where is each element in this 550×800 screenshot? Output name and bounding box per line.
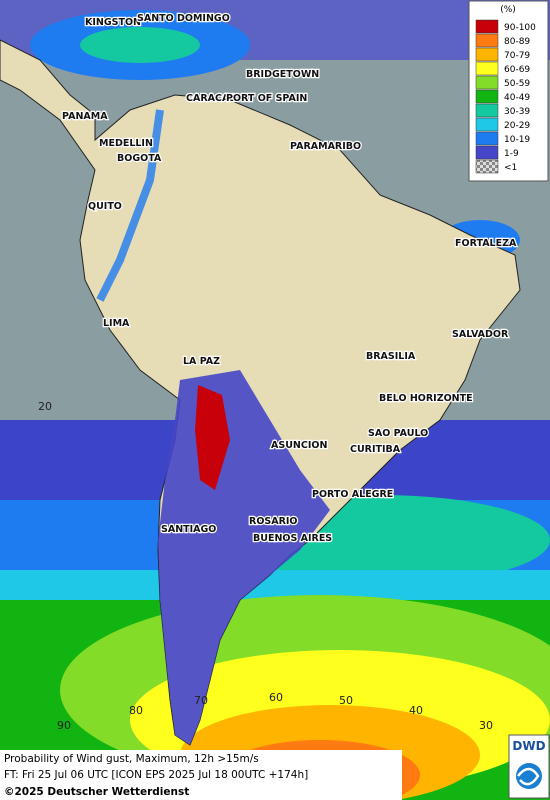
- legend: (%) 90-100 80-89 70-79 60-69 50-59 40-49 30-39…: [468, 0, 549, 182]
- logo: DWD: [508, 734, 550, 799]
- lon-label: 70: [194, 694, 208, 707]
- city-label: ROSARIO: [249, 516, 298, 527]
- legend-title: (%): [500, 5, 516, 15]
- legend-label: 90-100: [504, 23, 536, 33]
- city-label: QUITO: [88, 201, 122, 212]
- footer-box: [0, 750, 402, 800]
- lon-label: 40: [409, 704, 423, 717]
- city-label: SALVADOR: [452, 329, 509, 340]
- lon-label: 30: [479, 719, 493, 732]
- legend-label: <1: [504, 163, 517, 173]
- legend-swatch: [475, 145, 499, 160]
- lon-label: 50: [339, 694, 353, 707]
- legend-swatch: [475, 75, 499, 90]
- legend-swatch: [475, 89, 499, 104]
- legend-swatch: [475, 131, 499, 146]
- andes-field: [195, 385, 230, 490]
- legend-label: 60-69: [504, 65, 530, 75]
- legend-label: 40-49: [504, 93, 530, 103]
- legend-label: 50-59: [504, 79, 530, 89]
- city-label: CURITIBA: [350, 444, 401, 455]
- lon-label: 90: [57, 719, 71, 732]
- copyright: ©2025 Deutscher Wetterdienst: [4, 786, 189, 798]
- city-label: PORT OF SPAIN: [226, 93, 307, 104]
- legend-swatch: [475, 117, 499, 132]
- city-label: BUENOS AIRES: [253, 533, 332, 544]
- legend-swatch: [475, 103, 499, 118]
- city-label: SANTO DOMINGO: [137, 13, 230, 24]
- lat-label: 20: [38, 400, 52, 413]
- legend-swatch: [475, 19, 499, 34]
- city-label: CARACAS: [186, 93, 236, 104]
- legend-label: 20-29: [504, 121, 530, 131]
- city-label: SANTIAGO: [161, 524, 216, 535]
- legend-swatch: [475, 47, 499, 62]
- logo-swirl: [517, 767, 540, 786]
- city-label: BELO HORIZONTE: [379, 393, 473, 404]
- city-label: LIMA: [103, 318, 130, 329]
- logo-text: DWD: [512, 739, 545, 753]
- city-label: LA PAZ: [183, 356, 220, 367]
- legend-label: 1-9: [504, 149, 519, 159]
- footer: Probability of Wind gust, Maximum, 12h >…: [0, 750, 402, 800]
- graticule-labels: 20 90 80 70 60 50 40 30: [38, 400, 493, 732]
- lon-label: 60: [269, 691, 283, 704]
- city-label: BRASILIA: [366, 351, 416, 362]
- city-label: BRIDGETOWN: [246, 69, 319, 80]
- city-label: ASUNCION: [271, 440, 327, 451]
- legend-label: 30-39: [504, 107, 530, 117]
- lon-label: 80: [129, 704, 143, 717]
- footer-line: Probability of Wind gust, Maximum, 12h >…: [4, 753, 259, 765]
- footer-line: FT: Fri 25 Jul 06 UTC [ICON EPS 2025 Jul…: [4, 769, 308, 781]
- city-label: PORTO ALEGRE: [312, 489, 393, 500]
- andes-north-field: [96, 109, 164, 302]
- city-label: KINGSTON: [85, 17, 141, 28]
- legend-label: 80-89: [504, 37, 530, 47]
- legend-label: 10-19: [504, 135, 530, 145]
- city-label: SAO PAULO: [368, 428, 428, 439]
- legend-swatch: [475, 159, 499, 174]
- legend-label: 70-79: [504, 51, 530, 61]
- legend-swatch: [475, 61, 499, 76]
- city-label: MEDELLIN: [99, 138, 153, 149]
- city-label: FORTALEZA: [455, 238, 517, 249]
- city-label: PANAMA: [62, 111, 108, 122]
- city-label: PARAMARIBO: [290, 141, 361, 152]
- city-label: BOGOTA: [117, 153, 162, 164]
- city-labels: KINGSTON SANTO DOMINGO BRIDGETOWN CARACA…: [61, 12, 518, 546]
- legend-swatch: [475, 33, 499, 48]
